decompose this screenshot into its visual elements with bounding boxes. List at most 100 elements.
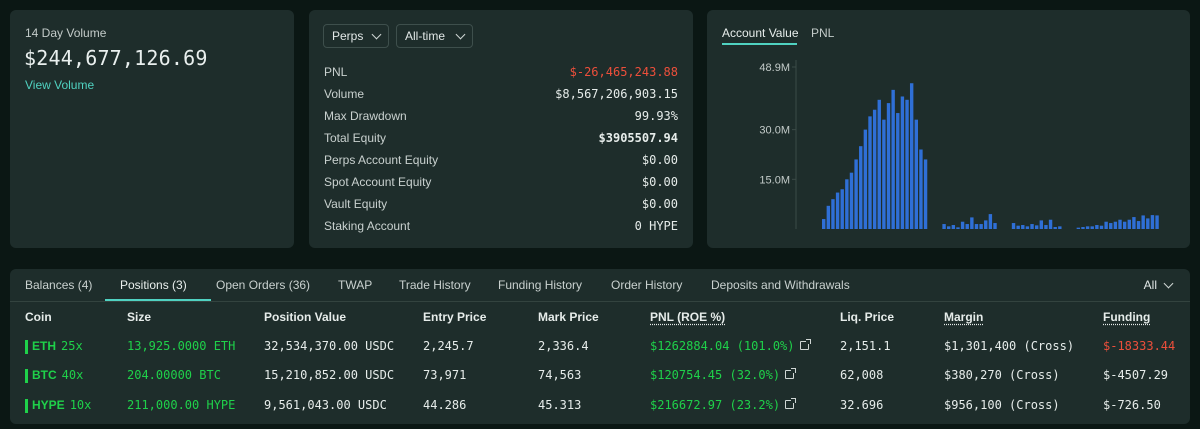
chart-bar [1150, 215, 1155, 229]
chart-bar [877, 99, 881, 229]
chart-bar [882, 119, 886, 229]
chart-bar [840, 189, 844, 229]
tab-active-indicator [105, 299, 211, 301]
cell-funding: $-18333.44 [1103, 339, 1175, 353]
y-tick-label: 15.0M [759, 174, 790, 186]
stat-row: Vault Equity $0.00 [324, 196, 678, 212]
chart-bar [956, 227, 960, 229]
chart-bar [923, 159, 928, 229]
cell-entry: 73,971 [423, 368, 466, 382]
chart-bar [886, 103, 891, 229]
cell-text: 45.313 [538, 398, 582, 412]
cell-text: $120754.45 (32.0%) [650, 368, 781, 382]
stats-card: Perps All-time PNL $-26,465,243.88 Volume $… [309, 10, 693, 248]
coin-link[interactable]: HYPE 10x [32, 398, 91, 412]
chart-bar [891, 89, 895, 229]
column-header-margin[interactable]: Margin [944, 310, 984, 324]
external-link-icon[interactable] [785, 368, 797, 379]
cell-text: $1,301,400 (Cross) [944, 339, 1075, 353]
coin-name: BTC [32, 368, 57, 382]
tab-account-value[interactable]: Account Value [722, 26, 799, 40]
stat-label: Spot Account Equity [324, 175, 432, 189]
chart-bar [849, 172, 854, 229]
chevron-down-icon [455, 29, 466, 40]
cell-margin: $1,301,400 (Cross) [944, 339, 1074, 353]
cell-funding: $-726.50 [1103, 398, 1161, 412]
chart-bar [1076, 227, 1081, 229]
stat-label: Staking Account [324, 219, 411, 233]
chart-bar [1095, 225, 1099, 229]
chart-bar [1016, 225, 1020, 229]
stat-row: Staking Account 0 HYPE [324, 218, 678, 234]
stat-value: $0.00 [641, 153, 678, 167]
view-volume-link[interactable]: View Volume [25, 78, 95, 92]
chart-bar [1127, 219, 1131, 229]
cell-size: 211,000.00 HYPE [127, 398, 235, 412]
chart-bar [863, 129, 868, 229]
tab-twap[interactable]: TWAP [338, 278, 373, 292]
volume-value: $244,677,126.69 [24, 46, 208, 70]
cell-position-value: 15,210,852.00 USDC [264, 368, 394, 382]
tab-order-history[interactable]: Order History [611, 278, 683, 292]
column-header-funding[interactable]: Funding [1103, 310, 1151, 324]
chart-bar [979, 224, 983, 229]
stat-row: PNL $-26,465,243.88 [324, 64, 678, 80]
cell-text: 211,000.00 HYPE [127, 398, 236, 412]
column-header-liq-price: Liq. Price [840, 310, 895, 324]
chart-bar [914, 119, 918, 229]
tab-balances[interactable]: Balances (4) [25, 278, 93, 292]
stat-label: Max Drawdown [324, 109, 407, 123]
stat-value: $8,567,206,903.15 [555, 87, 678, 101]
chart-bar [1081, 227, 1085, 229]
cell-margin: $380,270 (Cross) [944, 368, 1060, 382]
coin-link[interactable]: BTC 40x [32, 368, 83, 382]
coin-color-bar [25, 340, 28, 354]
chart-bar [1099, 225, 1104, 229]
chart-bar [835, 192, 840, 229]
coin-color-bar [25, 369, 28, 383]
coin-name: HYPE [32, 398, 65, 412]
chart-bar [970, 217, 974, 229]
chart-bar [1044, 225, 1048, 229]
cell-size: 13,925.0000 ETH [127, 339, 235, 353]
chart-bar [960, 221, 965, 229]
chart-bar [1048, 219, 1053, 229]
time-range-select[interactable]: All-time [396, 24, 473, 48]
chart-bar [1109, 223, 1113, 229]
chart-bar [900, 96, 905, 229]
column-header-pnl-roe[interactable]: PNL (ROE %) [650, 310, 726, 324]
chart-bar [1011, 223, 1016, 229]
cell-text: 13,925.0000 ETH [127, 339, 236, 353]
tab-funding-history[interactable]: Funding History [498, 278, 583, 292]
cell-text: 15,210,852.00 USDC [264, 368, 395, 382]
cell-position-value: 9,561,043.00 USDC [264, 398, 387, 412]
cell-text: $-18333.44 [1103, 339, 1176, 353]
tab-trade-history[interactable]: Trade History [399, 278, 471, 292]
chart-bar [905, 99, 909, 229]
chart-bar [1104, 221, 1108, 229]
cell-position-value: 32,534,370.00 USDC [264, 339, 394, 353]
column-header-position-value: Position Value [264, 310, 347, 324]
time-range-select-value: All-time [405, 29, 446, 43]
chart-bar [1058, 226, 1062, 229]
cell-text: 62,008 [840, 368, 884, 382]
chart-bar [965, 224, 969, 229]
cell-text: 2,336.4 [538, 339, 589, 353]
volume-label: 14 Day Volume [25, 26, 107, 40]
filter-select[interactable]: All [1144, 278, 1174, 292]
coin-link[interactable]: ETH 25x [32, 339, 83, 353]
chart-bar [822, 219, 826, 229]
external-link-icon[interactable] [785, 398, 797, 409]
coin-name: ETH [32, 339, 56, 353]
external-link-icon[interactable] [799, 339, 811, 350]
tab-open-orders[interactable]: Open Orders (36) [216, 278, 311, 292]
cell-funding: $-4507.29 [1103, 368, 1168, 382]
tab-deposits-and-withdrawals[interactable]: Deposits and Withdrawals [711, 278, 850, 292]
cell-liq: 62,008 [840, 368, 883, 382]
chart-bar [1141, 215, 1145, 229]
tab-positions[interactable]: Positions (3) [120, 278, 187, 292]
market-select[interactable]: Perps [323, 24, 389, 48]
tab-pnl[interactable]: PNL [811, 26, 835, 40]
chart-bar [859, 146, 863, 229]
chart-bar [1021, 225, 1025, 229]
